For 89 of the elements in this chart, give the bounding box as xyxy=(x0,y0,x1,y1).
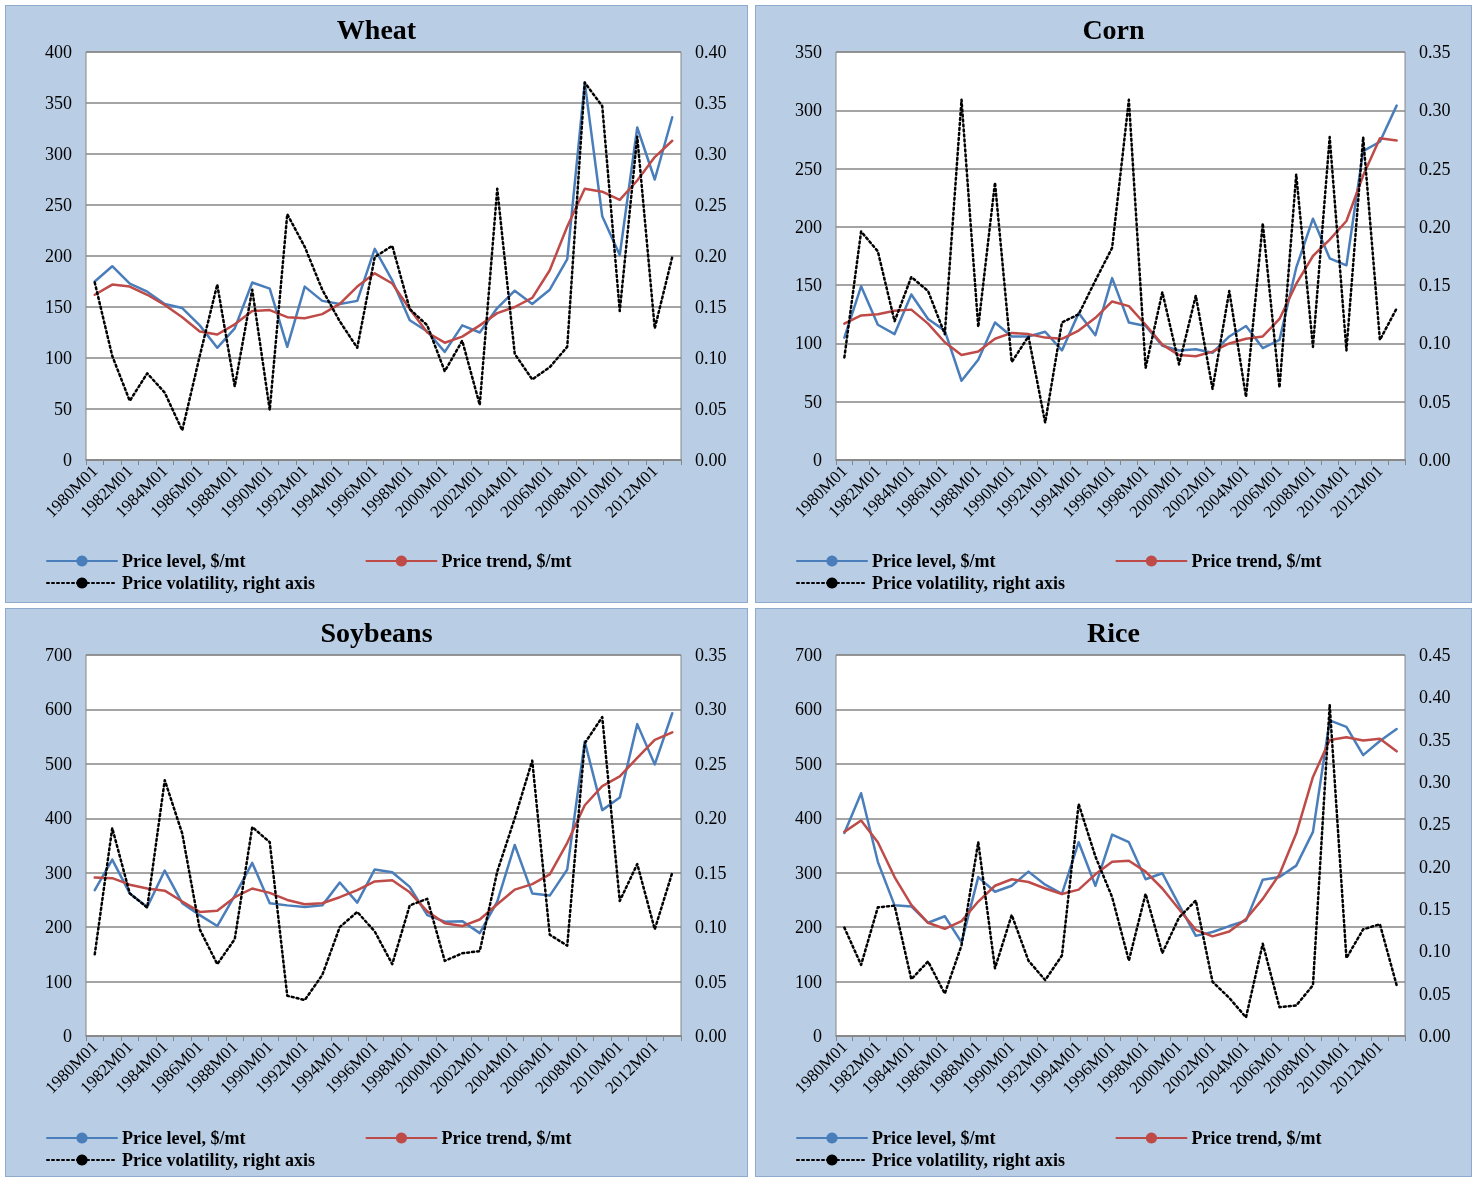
line-series xyxy=(93,715,674,1002)
y2-tick-label: 0.10 xyxy=(695,917,727,938)
y-tick-label: 50 xyxy=(54,399,72,419)
y2-tick-label: 0.15 xyxy=(695,862,727,883)
y-tick-label: 200 xyxy=(795,917,822,938)
line-series xyxy=(93,81,674,432)
y-tick-label: 300 xyxy=(795,862,822,883)
y2-tick-label: 0.20 xyxy=(1419,856,1451,877)
y-tick-label: 0 xyxy=(813,1026,822,1046)
y2-tick-label: 0.35 xyxy=(695,645,727,665)
chart-title: Soybeans xyxy=(320,616,433,648)
y-tick-label: 600 xyxy=(795,699,822,720)
y2-tick-label: 0.30 xyxy=(1419,100,1451,121)
y-tick-label: 400 xyxy=(45,42,72,62)
y-tick-label: 400 xyxy=(45,808,72,829)
legend-label: Price level, $/mt xyxy=(872,551,996,571)
y-tick-label: 350 xyxy=(795,42,822,62)
legend-label: Price volatility, right axis xyxy=(122,573,315,593)
y2-tick-label: 0.30 xyxy=(1419,772,1451,792)
y2-tick-label: 0.25 xyxy=(695,753,727,774)
y2-tick-label: 0.30 xyxy=(695,699,727,720)
y2-tick-label: 0.25 xyxy=(1419,158,1451,179)
y-tick-label: 100 xyxy=(795,333,822,354)
y-tick-label: 500 xyxy=(45,753,72,774)
y2-tick-label: 0.05 xyxy=(695,399,727,419)
y-tick-label: 100 xyxy=(45,971,72,992)
y2-tick-label: 0.05 xyxy=(695,971,727,992)
y-tick-label: 300 xyxy=(45,862,72,883)
y-tick-label: 700 xyxy=(795,645,822,665)
y-tick-label: 50 xyxy=(804,391,822,412)
y-tick-label: 0 xyxy=(813,450,822,470)
y2-tick-label: 0.25 xyxy=(1419,814,1451,835)
y2-tick-label: 0.40 xyxy=(695,42,727,62)
y2-tick-label: 0.10 xyxy=(695,348,727,368)
y2-tick-label: 0.30 xyxy=(695,144,727,164)
legend-label: Price trend, $/mt xyxy=(1191,1128,1322,1148)
y2-tick-label: 0.40 xyxy=(1419,687,1451,708)
y2-tick-label: 0.05 xyxy=(1419,391,1451,412)
y2-tick-label: 0.00 xyxy=(695,1026,727,1046)
legend-label: Price volatility, right axis xyxy=(872,573,1065,593)
y2-tick-label: 0.00 xyxy=(695,450,727,470)
y-tick-label: 600 xyxy=(45,699,72,720)
y2-tick-label: 0.35 xyxy=(1419,729,1451,750)
y2-tick-label: 0.20 xyxy=(695,808,727,829)
legend-label: Price trend, $/mt xyxy=(441,1128,572,1148)
line-series xyxy=(843,137,1398,358)
y-tick-label: 0 xyxy=(63,1026,72,1046)
y2-tick-label: 0.05 xyxy=(1419,983,1451,1004)
y-tick-label: 200 xyxy=(45,246,72,266)
legend-label: Price level, $/mt xyxy=(122,551,246,571)
y2-tick-label: 0.15 xyxy=(1419,275,1451,296)
y2-tick-label: 0.00 xyxy=(1419,1026,1451,1046)
y-tick-label: 350 xyxy=(45,93,72,113)
y-tick-label: 0 xyxy=(63,450,72,470)
y-tick-label: 250 xyxy=(795,158,822,179)
y2-tick-label: 0.25 xyxy=(695,195,727,215)
y-tick-label: 200 xyxy=(795,216,822,237)
line-series xyxy=(843,703,1398,1019)
legend-label: Price volatility, right axis xyxy=(872,1150,1065,1170)
y2-tick-label: 0.20 xyxy=(1419,216,1451,237)
y2-tick-label: 0.35 xyxy=(1419,42,1451,62)
y-tick-label: 150 xyxy=(45,297,72,317)
legend-label: Price trend, $/mt xyxy=(441,551,572,571)
y2-tick-label: 0.10 xyxy=(1419,941,1451,962)
y2-tick-label: 0.10 xyxy=(1419,333,1451,354)
y2-tick-label: 0.15 xyxy=(695,297,727,317)
y-tick-label: 400 xyxy=(795,808,822,829)
y-tick-label: 250 xyxy=(45,195,72,215)
y-tick-label: 300 xyxy=(45,144,72,164)
y2-tick-label: 0.35 xyxy=(695,93,727,113)
chart-title: Wheat xyxy=(336,13,417,45)
y2-tick-label: 0.00 xyxy=(1419,450,1451,470)
chart-title: Rice xyxy=(1087,616,1140,648)
y-tick-label: 100 xyxy=(795,971,822,992)
legend-label: Price volatility, right axis xyxy=(122,1150,315,1170)
y-tick-label: 100 xyxy=(45,348,72,368)
y-tick-label: 500 xyxy=(795,753,822,774)
y2-tick-label: 0.45 xyxy=(1419,645,1451,665)
line-series xyxy=(93,139,674,344)
y-tick-label: 700 xyxy=(45,645,72,665)
y-tick-label: 300 xyxy=(795,100,822,121)
legend-label: Price level, $/mt xyxy=(122,1128,246,1148)
y-tick-label: 150 xyxy=(795,275,822,296)
y-tick-label: 200 xyxy=(45,917,72,938)
y2-tick-label: 0.15 xyxy=(1419,899,1451,919)
legend-label: Price trend, $/mt xyxy=(1191,551,1322,571)
chart-title: Corn xyxy=(1082,13,1146,45)
legend-label: Price level, $/mt xyxy=(872,1128,996,1148)
y2-tick-label: 0.20 xyxy=(695,246,727,266)
